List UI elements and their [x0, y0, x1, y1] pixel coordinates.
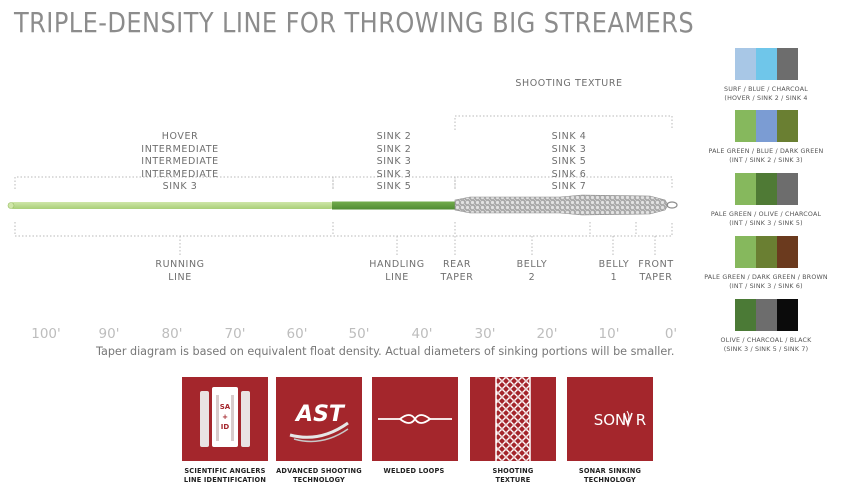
section-running-line: RUNNING LINE: [155, 259, 205, 283]
section-belly-1: BELLY 1: [598, 259, 630, 283]
scale-mark: 100': [31, 326, 61, 342]
section-belly-2: BELLY 2: [516, 259, 548, 283]
swatch-label-3: PALE GREEN / OLIVE / CHARCOAL (INT / SIN…: [710, 211, 822, 227]
swatch-color: [756, 236, 777, 268]
scale-mark: 0': [664, 326, 678, 342]
scale-mark: 70': [224, 326, 246, 342]
svg-text:AST: AST: [294, 402, 346, 427]
shooting-texture-caption: SHOOTING TEXTURE: [492, 467, 534, 484]
running-line-segment: [10, 202, 334, 209]
sa-id-caption: SCIENTIFIC ANGLERS LINE IDENTIFICATION: [183, 467, 267, 484]
sonar-caption: SONAR SINKING TECHNOLOGY: [578, 467, 642, 484]
section-rear-taper: REAR TAPER: [440, 259, 474, 283]
svg-text:+: +: [222, 413, 228, 421]
section-handling-line: HANDLING LINE: [369, 259, 425, 283]
swatch-color: [735, 173, 756, 205]
welded-loops-icon: [372, 377, 458, 461]
section-front-taper: FRONT TAPER: [638, 259, 674, 283]
swatch-label-4: PALE GREEN / DARK GREEN / BROWN (INT / S…: [704, 274, 828, 290]
swatch-label-2: PALE GREEN / BLUE / DARK GREEN (INT / SI…: [708, 148, 824, 164]
head-textured-segment: [454, 194, 669, 216]
swatch-color: [756, 110, 777, 142]
ast-icon: AST: [276, 377, 362, 461]
handling-sink-rates: SINK 2 SINK 2 SINK 3 SINK 3 SINK 5: [376, 131, 412, 192]
scale-mark: 20': [536, 326, 558, 342]
sa-id-icon: SA + ID: [182, 377, 268, 461]
swatch-color: [756, 48, 777, 80]
color-swatch-1: [735, 48, 798, 80]
scale-mark: 50': [348, 326, 370, 342]
scale-mark: 90': [98, 326, 120, 342]
swatch-color: [735, 299, 756, 331]
sonar-icon: SON R: [567, 377, 653, 461]
scale-mark: 40': [411, 326, 433, 342]
scale-mark: 10': [598, 326, 620, 342]
color-swatch-4: [735, 236, 798, 268]
head-sink-rates: SINK 4 SINK 3 SINK 5 SINK 6 SINK 7: [551, 131, 587, 192]
swatch-label-5: OLIVE / CHARCOAL / BLACK (SINK 3 / SINK …: [720, 337, 812, 353]
svg-text:ID: ID: [221, 423, 230, 431]
swatch-color: [777, 110, 798, 142]
page-title: TRIPLE-DENSITY LINE FOR THROWING BIG STR…: [14, 6, 695, 39]
svg-text:SA: SA: [220, 403, 231, 411]
scale-mark: 30': [474, 326, 496, 342]
svg-text:SON: SON: [594, 411, 627, 429]
swatch-color: [735, 236, 756, 268]
swatch-color: [735, 110, 756, 142]
svg-text:R: R: [636, 411, 646, 429]
swatch-color: [777, 173, 798, 205]
color-swatch-5: [735, 299, 798, 331]
swatch-color: [777, 48, 798, 80]
scale-mark: 60': [286, 326, 308, 342]
handling-line-segment: [332, 201, 458, 210]
taper-note: Taper diagram is based on equivalent flo…: [96, 345, 675, 358]
swatch-color: [756, 299, 777, 331]
swatch-color: [777, 299, 798, 331]
swatch-color: [756, 173, 777, 205]
ast-caption: ADVANCED SHOOTING TECHNOLOGY: [276, 467, 362, 484]
scale-mark: 80': [161, 326, 183, 342]
shooting-texture-label: SHOOTING TEXTURE: [515, 78, 623, 89]
front-loop: [666, 201, 678, 209]
shooting-texture-icon: [470, 377, 556, 461]
welded-loops-caption: WELDED LOOPS: [383, 467, 445, 475]
color-swatch-2: [735, 110, 798, 142]
swatch-color: [735, 48, 756, 80]
swatch-color: [777, 236, 798, 268]
running-sink-rates: HOVER INTERMEDIATE INTERMEDIATE INTERMED…: [141, 131, 219, 192]
swatch-label-1: SURF / BLUE / CHARCOAL (HOVER / SINK 2 /…: [724, 86, 808, 102]
color-swatch-3: [735, 173, 798, 205]
